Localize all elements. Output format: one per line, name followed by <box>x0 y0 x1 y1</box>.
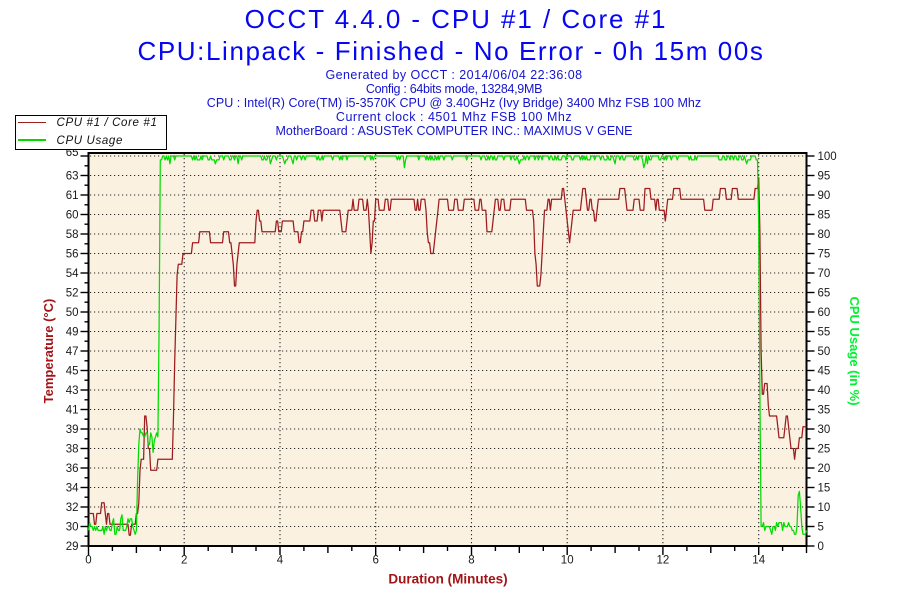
svg-text:8: 8 <box>468 555 474 567</box>
svg-text:45: 45 <box>818 365 831 377</box>
svg-text:5: 5 <box>818 521 824 533</box>
svg-text:32: 32 <box>66 502 79 514</box>
svg-text:0: 0 <box>818 541 824 553</box>
svg-text:6: 6 <box>372 555 378 567</box>
svg-text:30: 30 <box>66 521 79 533</box>
svg-text:10: 10 <box>818 502 831 514</box>
svg-text:14: 14 <box>752 555 765 567</box>
svg-text:41: 41 <box>66 404 79 416</box>
svg-text:56: 56 <box>66 248 79 260</box>
svg-text:65: 65 <box>66 147 79 159</box>
svg-text:34: 34 <box>66 482 79 494</box>
svg-text:Duration (Minutes): Duration (Minutes) <box>388 572 507 587</box>
svg-text:38: 38 <box>66 443 79 455</box>
svg-text:63: 63 <box>66 170 79 182</box>
svg-text:0: 0 <box>85 555 91 567</box>
svg-text:CPU Usage (in %): CPU Usage (in %) <box>847 296 862 405</box>
svg-text:70: 70 <box>818 268 831 280</box>
svg-text:2: 2 <box>181 555 187 567</box>
svg-text:95: 95 <box>818 170 831 182</box>
svg-text:39: 39 <box>66 424 79 436</box>
svg-text:45: 45 <box>66 365 79 377</box>
svg-text:30: 30 <box>818 424 831 436</box>
svg-text:40: 40 <box>818 385 831 397</box>
svg-text:10: 10 <box>561 555 574 567</box>
svg-text:43: 43 <box>66 385 79 397</box>
svg-text:49: 49 <box>66 326 79 338</box>
svg-text:29: 29 <box>66 541 79 553</box>
svg-text:52: 52 <box>66 287 79 299</box>
svg-text:36: 36 <box>66 463 79 475</box>
svg-text:50: 50 <box>66 307 79 319</box>
svg-text:15: 15 <box>818 482 831 494</box>
svg-text:20: 20 <box>818 463 831 475</box>
svg-text:25: 25 <box>818 443 831 455</box>
svg-text:4: 4 <box>277 555 284 567</box>
svg-text:12: 12 <box>657 555 670 567</box>
svg-text:60: 60 <box>818 307 831 319</box>
svg-text:55: 55 <box>818 326 831 338</box>
svg-text:85: 85 <box>818 209 831 221</box>
svg-text:80: 80 <box>818 229 831 241</box>
svg-text:54: 54 <box>66 268 79 280</box>
svg-text:35: 35 <box>818 404 831 416</box>
svg-text:100: 100 <box>818 151 837 163</box>
svg-text:61: 61 <box>66 190 79 202</box>
svg-text:47: 47 <box>66 346 79 358</box>
svg-text:75: 75 <box>818 248 831 260</box>
svg-text:90: 90 <box>818 190 831 202</box>
svg-text:50: 50 <box>818 346 831 358</box>
svg-text:Temperature (°C): Temperature (°C) <box>41 299 56 404</box>
svg-text:65: 65 <box>818 287 831 299</box>
svg-text:58: 58 <box>66 229 79 241</box>
svg-text:60: 60 <box>66 209 79 221</box>
